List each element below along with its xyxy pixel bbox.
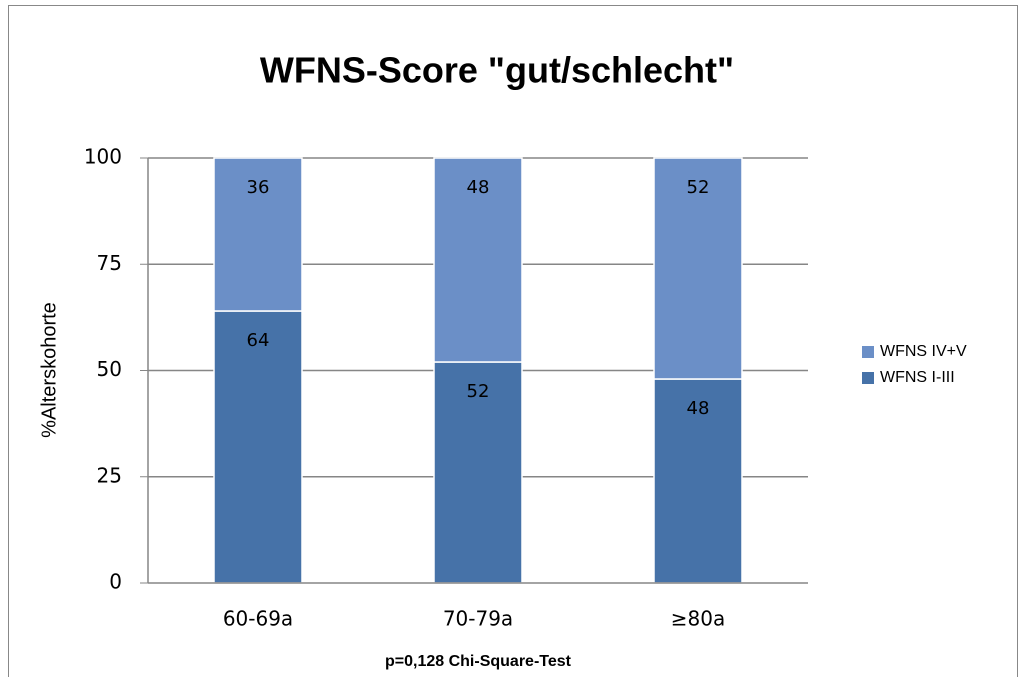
bar-segment [213, 157, 303, 312]
bar-segment [653, 157, 743, 380]
data-label: 52 [467, 381, 490, 402]
legend-swatch [862, 346, 874, 358]
data-label: 48 [687, 398, 710, 419]
y-tick-label: 100 [84, 145, 122, 169]
chart-title: WFNS-Score "gut/schlecht" [260, 50, 734, 91]
data-label: 36 [247, 177, 270, 198]
x-tick-label: 60-69a [223, 607, 293, 631]
bar-segment [433, 361, 523, 584]
y-tick-label: 25 [97, 463, 122, 487]
bar-segment [433, 157, 523, 363]
bar-segment [213, 310, 303, 584]
x-axis-label: p=0,128 Chi-Square-Test [385, 653, 572, 670]
y-tick-label: 50 [97, 357, 122, 381]
y-axis-label: %Alterskohorte [38, 302, 60, 438]
x-tick-label: ≥80a [671, 607, 725, 631]
x-tick-label: 70-79a [443, 607, 513, 631]
legend-label: WFNS IV+V [880, 343, 967, 360]
y-tick-label: 0 [109, 570, 122, 594]
data-label: 64 [247, 330, 270, 351]
data-label: 52 [687, 177, 710, 198]
legend-label: WFNS I-III [880, 369, 955, 386]
data-label: 48 [467, 177, 490, 198]
y-tick-label: 75 [97, 251, 122, 275]
legend-swatch [862, 372, 874, 384]
